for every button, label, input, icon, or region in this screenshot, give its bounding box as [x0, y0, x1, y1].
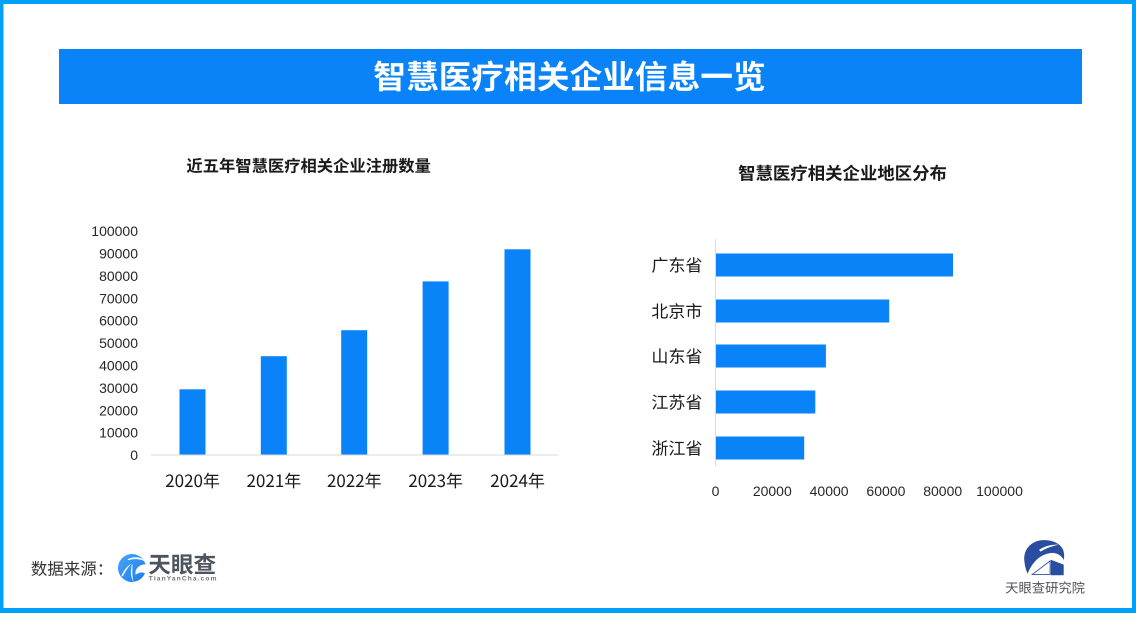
svg-text:20000: 20000	[753, 483, 792, 499]
svg-text:100000: 100000	[91, 223, 138, 239]
svg-text:90000: 90000	[99, 246, 138, 262]
svg-text:0: 0	[130, 447, 138, 463]
svg-text:60000: 60000	[866, 483, 905, 499]
svg-text:40000: 40000	[810, 483, 849, 499]
svg-text:80000: 80000	[923, 483, 962, 499]
svg-text:TianYanCha.com: TianYanCha.com	[149, 576, 218, 583]
svg-text:20000: 20000	[99, 402, 138, 418]
svg-text:40000: 40000	[99, 358, 138, 374]
svg-text:10000: 10000	[99, 425, 138, 441]
svg-text:30000: 30000	[99, 380, 138, 396]
svg-text:60000: 60000	[99, 313, 138, 329]
svg-text:100000: 100000	[976, 483, 1023, 499]
svg-text:50000: 50000	[99, 335, 138, 351]
svg-text:0: 0	[712, 483, 720, 499]
svg-text:70000: 70000	[99, 290, 138, 306]
svg-text:80000: 80000	[99, 268, 138, 284]
